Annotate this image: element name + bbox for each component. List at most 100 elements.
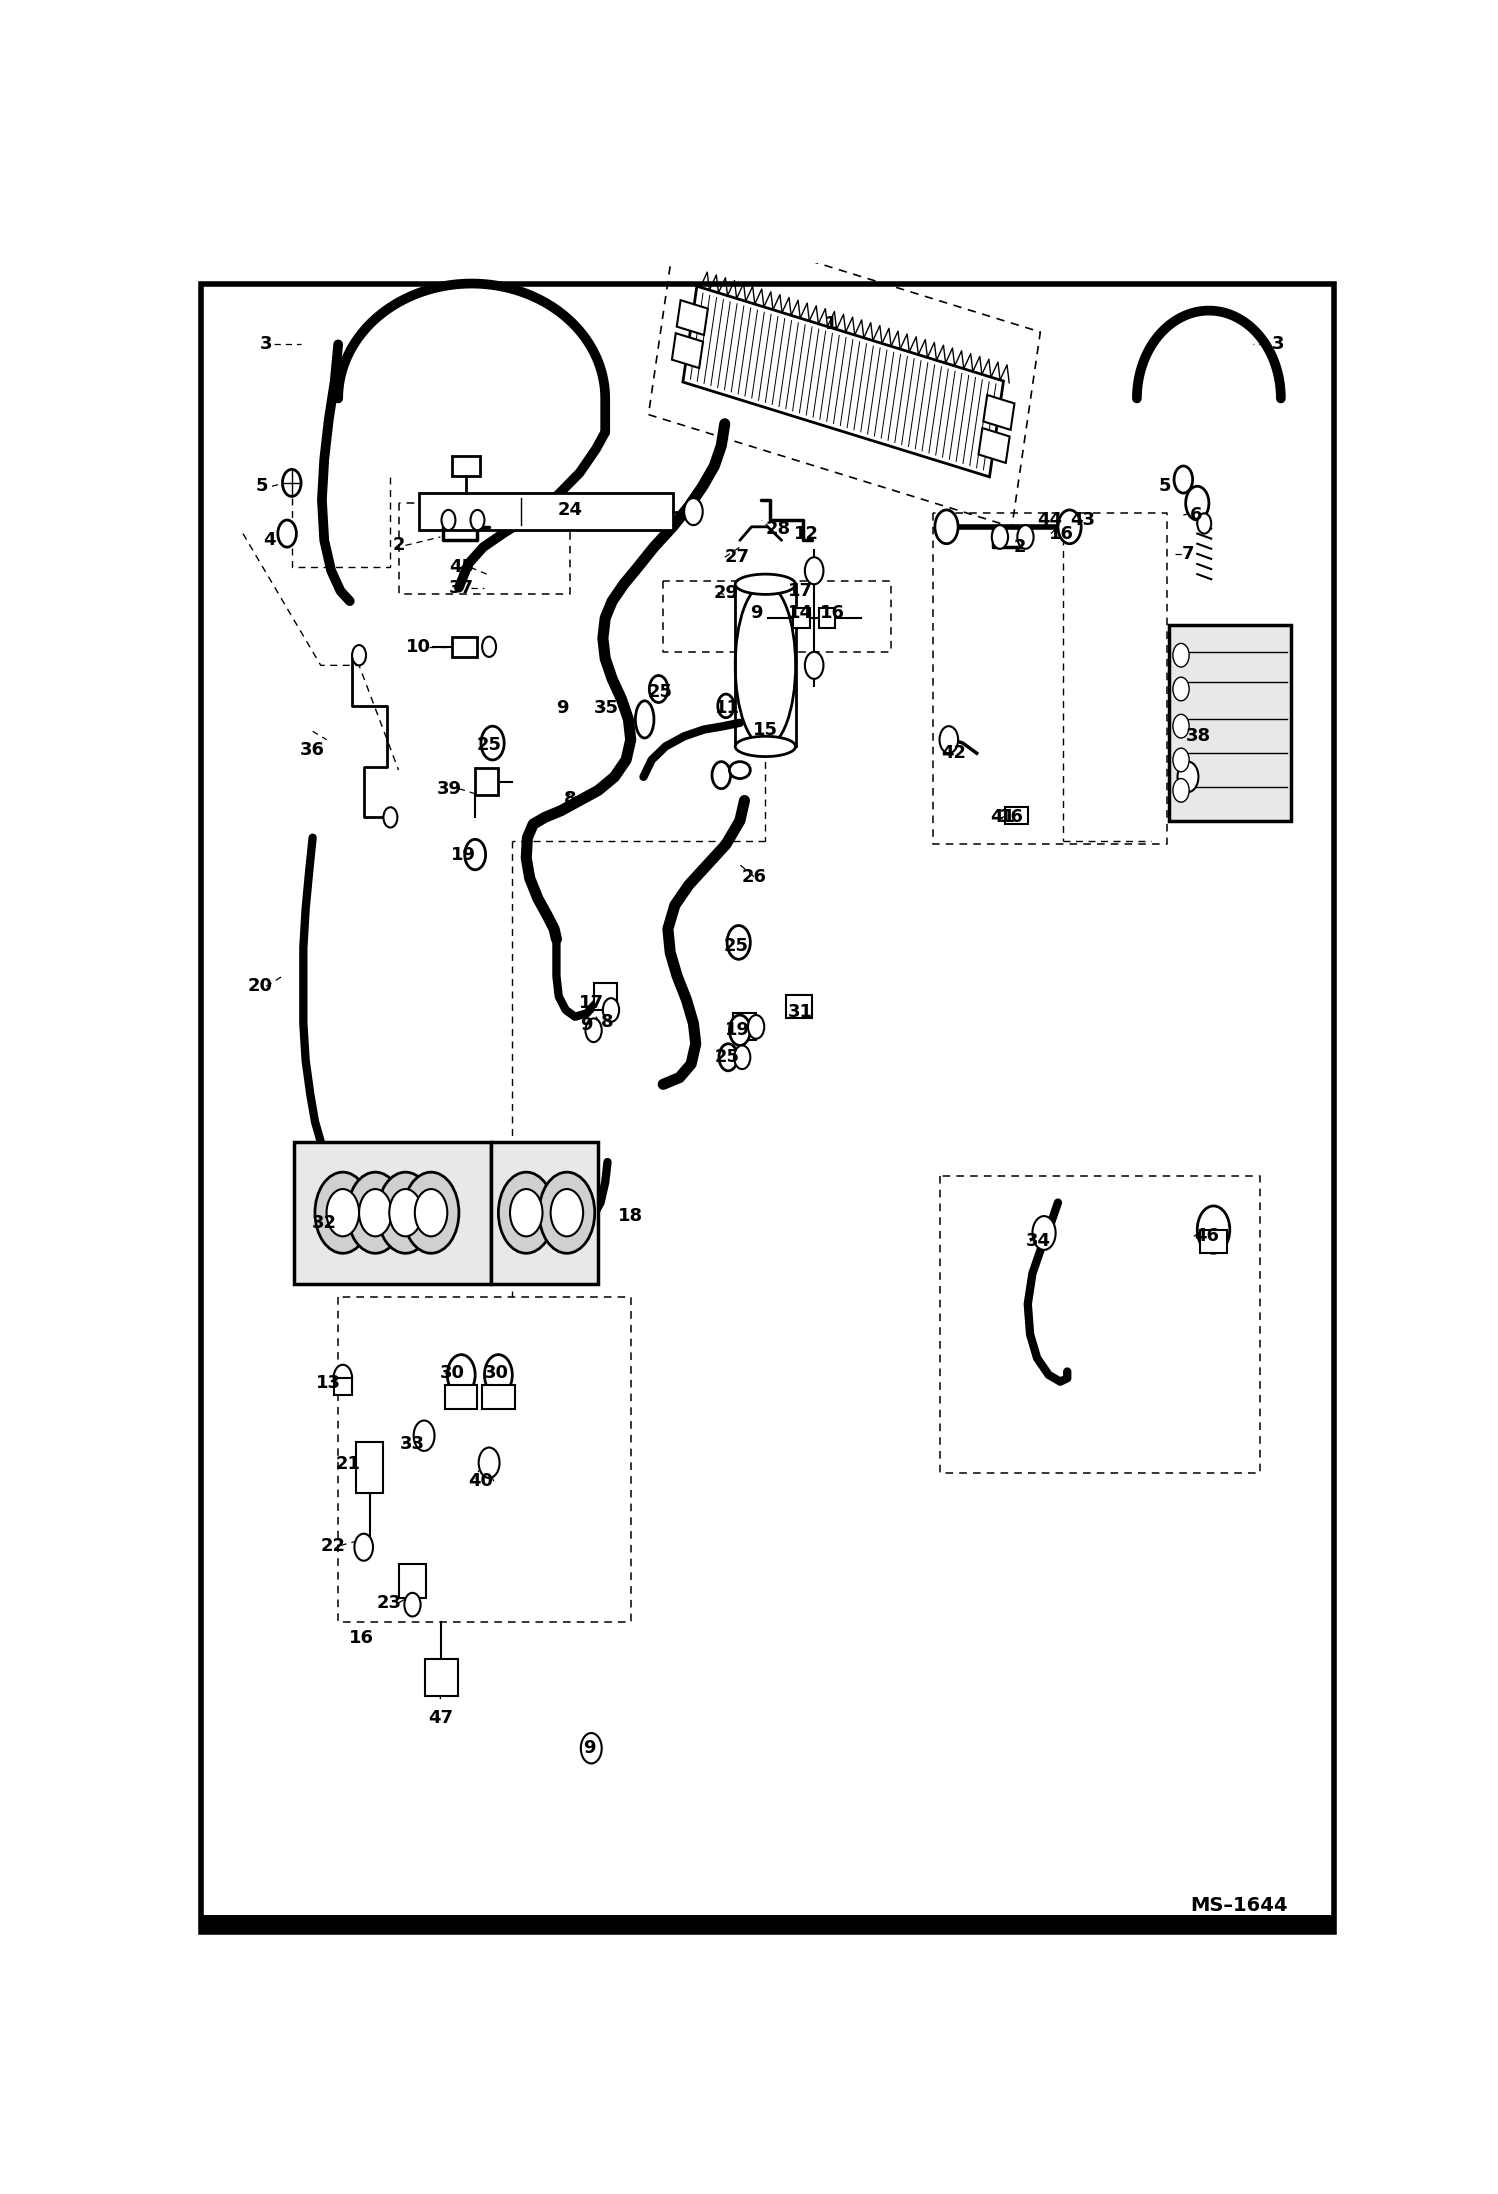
Text: 42: 42 [941,744,966,761]
Bar [491,1141,598,1283]
Bar [452,456,479,476]
Circle shape [748,1016,764,1038]
Polygon shape [673,333,703,369]
Ellipse shape [736,737,795,757]
Text: 6: 6 [1189,507,1203,524]
Circle shape [283,470,301,496]
Circle shape [464,840,485,869]
Circle shape [734,1047,750,1068]
Text: 25: 25 [724,937,749,954]
Circle shape [482,636,496,656]
Text: 37: 37 [449,579,473,597]
Circle shape [1174,465,1192,494]
Polygon shape [683,285,1004,476]
Text: 40: 40 [469,1472,493,1490]
Text: 15: 15 [753,720,777,739]
Bar [786,994,812,1018]
Text: 5: 5 [1158,478,1171,496]
Text: 25: 25 [715,1049,740,1066]
Text: 33: 33 [400,1435,425,1452]
Bar [398,1564,427,1597]
Circle shape [484,1354,512,1395]
Circle shape [442,509,455,531]
Circle shape [1173,748,1189,772]
Text: 45: 45 [449,557,473,577]
Text: 32: 32 [312,1213,337,1231]
Circle shape [481,726,505,759]
Polygon shape [978,428,1010,463]
Circle shape [404,1593,421,1617]
Text: 17: 17 [578,994,604,1011]
Text: 29: 29 [713,584,739,601]
Ellipse shape [730,761,750,779]
Text: 11: 11 [715,698,740,717]
Circle shape [1197,1207,1230,1253]
Bar [733,1014,756,1040]
Text: 3: 3 [261,336,273,353]
Bar [355,1441,383,1494]
Bar [1200,1229,1227,1253]
Circle shape [685,498,703,524]
Bar [819,608,834,627]
Circle shape [1197,513,1212,533]
Circle shape [360,1189,391,1237]
Circle shape [1058,509,1082,544]
Bar [334,1378,352,1395]
Circle shape [315,1172,370,1253]
Circle shape [448,1354,475,1395]
Text: 16: 16 [1049,524,1074,542]
Circle shape [586,1018,602,1042]
Text: 10: 10 [406,638,431,656]
Circle shape [1173,678,1189,700]
Text: 8: 8 [565,790,577,807]
Bar [794,608,809,627]
Bar [201,1915,1335,1933]
Circle shape [355,1534,373,1560]
Circle shape [377,1172,433,1253]
Circle shape [415,1189,448,1237]
Circle shape [413,1420,434,1450]
Ellipse shape [635,700,655,737]
Circle shape [1177,761,1198,792]
Circle shape [499,1172,554,1253]
Text: 5: 5 [255,478,268,496]
Bar [419,494,673,531]
Bar [593,983,617,1009]
Bar [425,1659,458,1696]
Circle shape [718,693,734,717]
Text: 24: 24 [557,500,583,520]
Circle shape [602,998,619,1022]
Circle shape [1173,715,1189,737]
Bar [452,636,478,656]
Text: 34: 34 [1026,1233,1050,1251]
Circle shape [935,509,959,544]
Text: 14: 14 [788,603,813,621]
Text: 18: 18 [619,1207,643,1224]
Circle shape [348,1172,403,1253]
Text: 8: 8 [601,1014,614,1031]
Text: 16: 16 [821,603,845,621]
Text: 38: 38 [1186,726,1210,746]
Circle shape [551,1189,583,1237]
Text: 12: 12 [794,524,818,542]
Circle shape [727,926,750,959]
Text: 16: 16 [349,1630,374,1648]
Ellipse shape [736,575,795,595]
Text: 13: 13 [316,1373,342,1393]
Text: 26: 26 [742,867,767,886]
Text: 16: 16 [999,807,1025,827]
Circle shape [730,1016,750,1047]
Bar [445,1384,478,1409]
Text: 19: 19 [725,1020,750,1040]
Text: 30: 30 [484,1365,508,1382]
Circle shape [277,520,297,546]
Circle shape [804,557,824,584]
Polygon shape [983,395,1014,430]
Text: 36: 36 [300,742,325,759]
Text: 27: 27 [725,548,750,566]
Circle shape [334,1365,352,1391]
Text: 25: 25 [476,735,502,755]
Circle shape [712,761,731,788]
Polygon shape [677,301,709,336]
Text: 7: 7 [1182,544,1194,564]
